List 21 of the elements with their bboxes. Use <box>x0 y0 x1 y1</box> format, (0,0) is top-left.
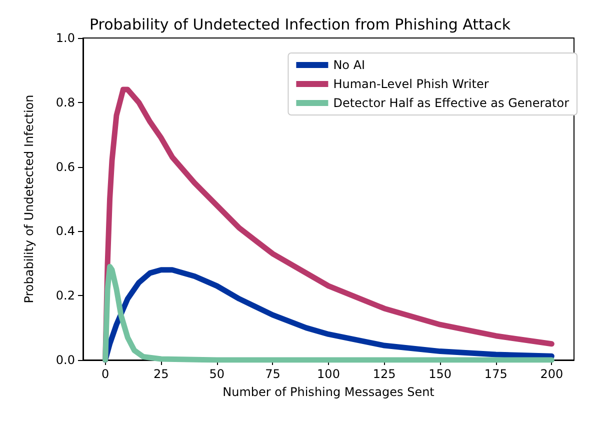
y-tick-label: 0.0 <box>56 353 75 367</box>
y-tick-label: 1.0 <box>56 31 75 45</box>
y-tick-label: 0.6 <box>56 160 75 174</box>
x-axis-title: Number of Phishing Messages Sent <box>222 385 435 399</box>
legend-label: No AI <box>333 58 366 72</box>
x-tick-label: 175 <box>484 367 508 381</box>
legend-label: Detector Half as Effective as Generator <box>333 96 570 110</box>
y-axis-title: Probability of Undetected Infection <box>22 94 36 304</box>
x-tick-label: 50 <box>209 367 225 381</box>
x-tick-label: 150 <box>428 367 452 381</box>
x-tick-label: 125 <box>372 367 396 381</box>
x-tick-label: 0 <box>102 367 110 381</box>
y-tick-label: 0.8 <box>56 95 75 110</box>
y-tick-label: 0.4 <box>56 224 75 238</box>
chart-title: Probability of Undetected Infection from Phishing Attack <box>89 16 511 34</box>
x-tick-label: 200 <box>540 367 564 381</box>
x-tick-label: 75 <box>265 367 280 381</box>
y-tick-label: 0.2 <box>56 288 75 303</box>
legend-label: Human-Level Phish Writer <box>333 77 489 91</box>
x-tick-label: 25 <box>153 367 169 381</box>
x-tick-label: 100 <box>317 367 340 381</box>
